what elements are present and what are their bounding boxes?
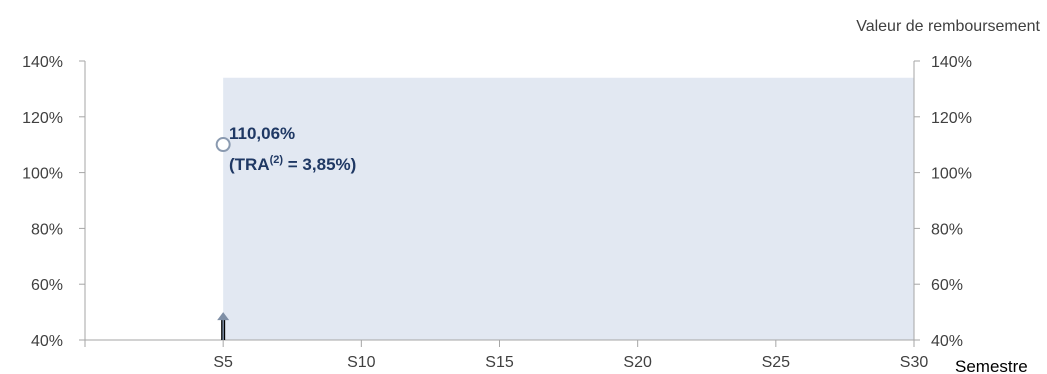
y-left-tick-label: 120% — [22, 110, 63, 127]
x-tick-label: S25 — [762, 354, 791, 371]
annotation-value: 110,06% — [229, 124, 295, 143]
y-right-tick-label: 140% — [931, 54, 972, 71]
y-right-tick-label: 80% — [931, 221, 963, 238]
y-left-tick-label: 80% — [31, 221, 63, 238]
x-tick-label: S15 — [485, 354, 514, 371]
y-left-tick-label: 40% — [31, 333, 63, 350]
x-tick-label: S30 — [900, 354, 929, 371]
annotation-tra-prefix: (TRA — [229, 155, 270, 174]
y-right-tick-label: 40% — [931, 333, 963, 350]
shaded-region — [223, 77, 914, 341]
x-tick-label: S20 — [623, 354, 652, 371]
annotation-tra-suffix: = 3,85%) — [283, 155, 356, 174]
annotation-tra: (TRA(2) = 3,85%) — [229, 154, 356, 174]
arrow-head — [217, 312, 230, 321]
right-axis-title: Valeur de remboursement — [856, 18, 1040, 35]
y-right-tick-label: 100% — [931, 166, 972, 183]
y-right-tick-label: 120% — [931, 110, 972, 127]
y-left-tick-label: 60% — [31, 277, 63, 294]
y-right-tick-label: 60% — [931, 277, 963, 294]
annotation-footnote: (2) — [270, 154, 284, 166]
y-left-tick-label: 100% — [22, 166, 63, 183]
data-point — [215, 137, 231, 153]
y-left-tick-label: 140% — [22, 54, 63, 71]
x-tick-label: S5 — [213, 354, 233, 371]
x-axis-title: Semestre — [955, 357, 1028, 374]
x-tick-label: S10 — [347, 354, 376, 371]
